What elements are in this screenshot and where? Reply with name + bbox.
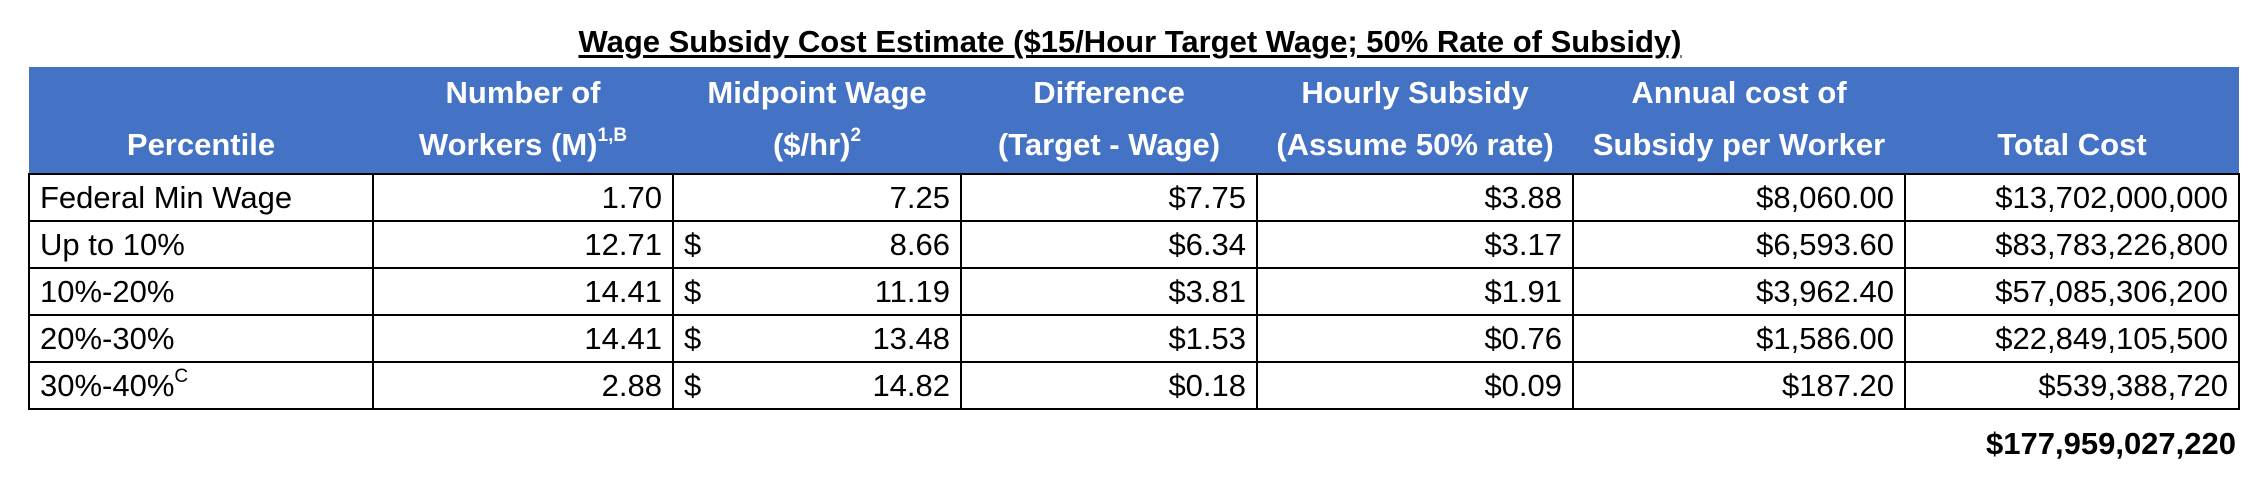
percentile-label: Up to 10% bbox=[40, 226, 185, 262]
cell-midpoint-wage: 14.82 bbox=[703, 361, 963, 410]
table-row: Up to 10% 12.71 $ 8.66 $6.34 $3.17 $6,59… bbox=[28, 220, 2241, 269]
cell-percentile: 30%-40%C bbox=[28, 361, 374, 410]
header-hourly-line1: Hourly Subsidy bbox=[1301, 75, 1529, 110]
percentile-label: Federal Min Wage bbox=[40, 179, 293, 215]
cell-total-cost: $22,849,105,500 bbox=[1904, 314, 2241, 363]
cell-difference: $0.18 bbox=[960, 361, 1259, 410]
header-difference-line1: Difference bbox=[1033, 75, 1185, 110]
cell-workers: 14.41 bbox=[372, 267, 674, 316]
cell-percentile: 10%-20% bbox=[28, 267, 374, 316]
header-total-cost: Total Cost bbox=[1905, 67, 2240, 174]
cell-difference: $6.34 bbox=[960, 220, 1259, 269]
cell-total-cost: $539,388,720 bbox=[1904, 361, 2241, 410]
table-row: 10%-20% 14.41 $ 11.19 $3.81 $1.91 $3,962… bbox=[28, 267, 2241, 316]
header-percentile: Percentile bbox=[29, 67, 373, 174]
cell-percentile: Federal Min Wage bbox=[28, 173, 374, 222]
cell-midpoint-wage: 8.66 bbox=[703, 220, 963, 269]
percentile-label: 30%-40% bbox=[40, 367, 175, 403]
table-row: Federal Min Wage 1.70 7.25 $7.75 $3.88 $… bbox=[28, 173, 2241, 222]
header-row: Percentile Number of Workers (M)1,B Midp… bbox=[29, 67, 2240, 174]
cell-workers: 14.41 bbox=[372, 314, 674, 363]
cell-annual-cost: $1,586.00 bbox=[1572, 314, 1907, 363]
cell-workers: 12.71 bbox=[372, 220, 674, 269]
cell-currency-symbol: $ bbox=[672, 361, 703, 410]
header-hourly-subsidy: Hourly Subsidy (Assume 50% rate) bbox=[1257, 67, 1574, 174]
cell-total-cost: $83,783,226,800 bbox=[1904, 220, 2241, 269]
header-midpoint-line2: ($/hr) bbox=[772, 127, 851, 162]
cell-total-cost: $13,702,000,000 bbox=[1904, 173, 2241, 222]
percentile-label: 20%-30% bbox=[40, 320, 175, 356]
cell-percentile: Up to 10% bbox=[28, 220, 374, 269]
cell-difference: $1.53 bbox=[960, 314, 1259, 363]
header-annual-line2: Subsidy per Worker bbox=[1592, 127, 1886, 162]
cell-currency-symbol: $ bbox=[672, 220, 703, 269]
percentile-footnote: C bbox=[174, 365, 189, 387]
table-title: Wage Subsidy Cost Estimate ($15/Hour Tar… bbox=[578, 24, 1682, 59]
cell-hourly-subsidy: $3.17 bbox=[1256, 220, 1575, 269]
wage-subsidy-table: Percentile Number of Workers (M)1,B Midp… bbox=[28, 67, 2241, 410]
cell-hourly-subsidy: $3.88 bbox=[1256, 173, 1575, 222]
header-hourly-line2: (Assume 50% rate) bbox=[1276, 127, 1554, 162]
cell-annual-cost: $187.20 bbox=[1572, 361, 1907, 410]
header-midpoint-wage: Midpoint Wage ($/hr)2 bbox=[673, 67, 962, 174]
header-total-label: Total Cost bbox=[1997, 127, 2147, 162]
header-annual-line1: Annual cost of bbox=[1631, 75, 1847, 110]
cell-annual-cost: $6,593.60 bbox=[1572, 220, 1907, 269]
cell-currency-symbol: $ bbox=[672, 314, 703, 363]
table-row: 30%-40%C 2.88 $ 14.82 $0.18 $0.09 $187.2… bbox=[28, 361, 2241, 410]
header-percentile-label: Percentile bbox=[126, 127, 276, 162]
cell-difference: $7.75 bbox=[960, 173, 1259, 222]
cell-hourly-subsidy: $1.91 bbox=[1256, 267, 1575, 316]
cell-workers: 2.88 bbox=[372, 361, 674, 410]
cell-annual-cost: $8,060.00 bbox=[1572, 173, 1907, 222]
cell-total-cost: $57,085,306,200 bbox=[1904, 267, 2241, 316]
header-difference-line2: (Target - Wage) bbox=[997, 127, 1221, 162]
cell-hourly-subsidy: $0.76 bbox=[1256, 314, 1575, 363]
cell-midpoint-wage: 11.19 bbox=[703, 267, 963, 316]
cell-midpoint-wage: 7.25 bbox=[703, 173, 963, 222]
cell-currency-symbol bbox=[672, 173, 703, 222]
header-midpoint-footnote: 2 bbox=[850, 125, 862, 146]
cell-currency-symbol: $ bbox=[672, 267, 703, 316]
header-midpoint-line1: Midpoint Wage bbox=[707, 75, 927, 110]
grand-total: $177,959,027,220 bbox=[1986, 426, 2236, 461]
header-workers-footnote: 1,B bbox=[597, 125, 628, 146]
cell-midpoint-wage: 13.48 bbox=[703, 314, 963, 363]
header-number-of-workers: Number of Workers (M)1,B bbox=[373, 67, 673, 174]
cell-workers: 1.70 bbox=[372, 173, 674, 222]
cell-annual-cost: $3,962.40 bbox=[1572, 267, 1907, 316]
cell-percentile: 20%-30% bbox=[28, 314, 374, 363]
cell-hourly-subsidy: $0.09 bbox=[1256, 361, 1575, 410]
header-difference: Difference (Target - Wage) bbox=[961, 67, 1258, 174]
cell-difference: $3.81 bbox=[960, 267, 1259, 316]
table-row: 20%-30% 14.41 $ 13.48 $1.53 $0.76 $1,586… bbox=[28, 314, 2241, 363]
header-workers-line2: Workers (M) bbox=[418, 127, 598, 162]
percentile-label: 10%-20% bbox=[40, 273, 175, 309]
header-workers-line1: Number of bbox=[445, 75, 601, 110]
header-annual-cost: Annual cost of Subsidy per Worker bbox=[1573, 67, 1906, 174]
